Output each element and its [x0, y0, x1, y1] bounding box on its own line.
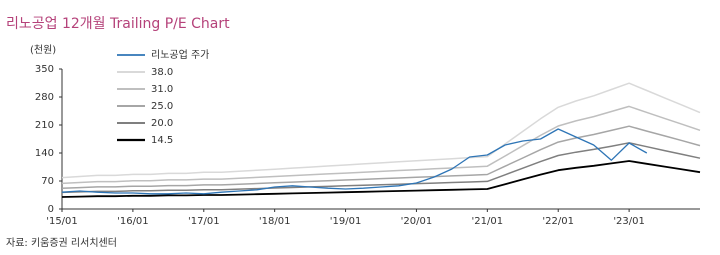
- series-line: [61, 128, 648, 195]
- y-tick-label: 0: [48, 204, 54, 215]
- y-tick-label: 280: [35, 92, 54, 103]
- series-line: [61, 142, 701, 194]
- legend-bg: [113, 99, 203, 113]
- legend-label: 20.0: [151, 118, 173, 129]
- y-tick-label: 350: [35, 64, 54, 75]
- y-tick-label: 140: [35, 148, 54, 159]
- series-line: [61, 105, 701, 185]
- y-tick-label: 70: [41, 176, 54, 187]
- x-tick-label: '17/01: [188, 216, 220, 227]
- x-tick-label: '21/01: [472, 216, 504, 227]
- series-line: [61, 125, 701, 190]
- y-tick-label: 210: [35, 120, 54, 131]
- chart-title: 리노공업 12개월 Trailing P/E Chart: [6, 16, 230, 32]
- legend-bg: [113, 82, 203, 96]
- legend-label: 리노공업 주가: [151, 48, 209, 61]
- x-tick-label: '15/01: [46, 216, 78, 227]
- x-tick-label: '16/01: [117, 216, 149, 227]
- legend-label: 25.0: [151, 101, 173, 112]
- legend-label: 38.0: [151, 67, 173, 78]
- x-tick-label: '19/01: [330, 216, 362, 227]
- legend-bg: [113, 133, 203, 147]
- y-axis-unit: (천원): [30, 44, 56, 56]
- x-tick-label: '18/01: [259, 216, 291, 227]
- legend-bg: [113, 48, 203, 62]
- legend-bg: [113, 65, 203, 79]
- source-note: 자료: 키움증권 리서치센터: [6, 237, 117, 249]
- x-tick-label: '20/01: [401, 216, 433, 227]
- x-tick-label: '23/01: [613, 216, 645, 227]
- x-tick-label: '22/01: [542, 216, 574, 227]
- series-line: [61, 160, 701, 198]
- legend-bg: [113, 116, 203, 130]
- legend-label: 14.5: [151, 135, 173, 146]
- legend-label: 31.0: [151, 84, 173, 95]
- series-line: [61, 82, 701, 179]
